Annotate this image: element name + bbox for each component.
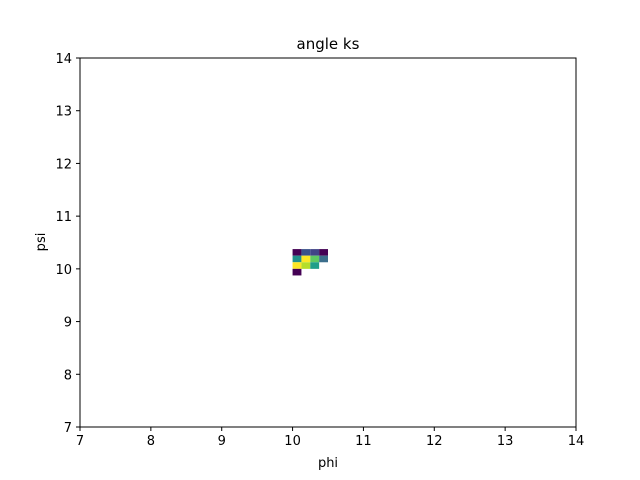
x-tick-label: 10: [284, 434, 301, 449]
y-tick-label: 13: [55, 105, 72, 120]
heatmap-cell: [292, 262, 302, 269]
x-axis: 7 8 9 10 11 12 13 14: [76, 427, 584, 449]
heatmap-cell: [301, 255, 311, 263]
heatmap-cell: [301, 249, 311, 256]
x-tick-label: 7: [76, 434, 84, 449]
x-tick-label: 14: [568, 434, 585, 449]
y-tick-label: 8: [64, 368, 72, 383]
y-tick-label: 12: [55, 157, 72, 172]
x-tick-label: 8: [147, 434, 155, 449]
plot-area-frame: [79, 57, 577, 428]
heatmap-cell: [292, 249, 302, 256]
y-tick-label: 11: [55, 210, 72, 225]
heatmap-cell: [301, 262, 311, 269]
chart-title: angle ks: [297, 35, 360, 53]
x-tick-label: 9: [218, 434, 226, 449]
x-tick-label: 13: [497, 434, 514, 449]
heatmap-cell: [310, 255, 320, 263]
x-axis-label: phi: [318, 456, 338, 471]
x-tick-label: 11: [355, 434, 372, 449]
heatmap-cells: [292, 249, 328, 276]
heatmap-cell: [319, 249, 328, 256]
heatmap-cell: [319, 255, 328, 263]
y-axis: 7 8 9 10 11 12 13 14: [55, 52, 80, 436]
y-tick-label: 14: [55, 52, 72, 67]
heatmap-cell: [310, 249, 320, 256]
y-tick-label: 10: [55, 263, 72, 278]
heatmap-cell: [292, 255, 302, 263]
x-tick-label: 12: [426, 434, 443, 449]
y-tick-label: 7: [64, 421, 72, 436]
y-axis-label: psi: [34, 233, 49, 252]
heatmap-cell: [292, 268, 302, 276]
y-tick-label: 9: [64, 316, 72, 331]
heatmap-cell: [310, 262, 320, 269]
